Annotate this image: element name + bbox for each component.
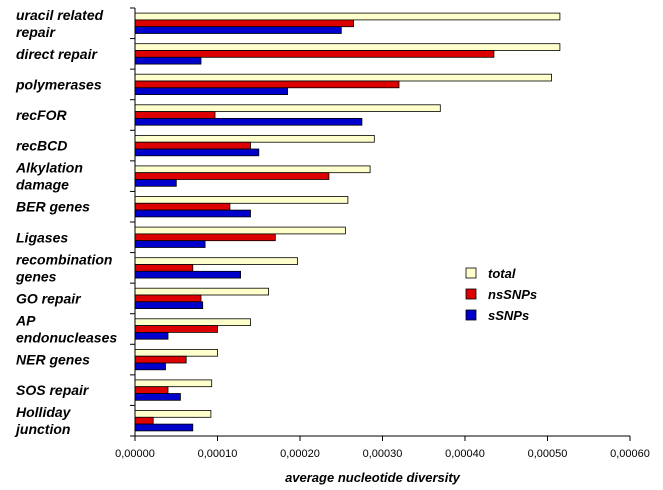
bar-total <box>134 379 213 388</box>
bar-total <box>134 43 561 51</box>
x-tick-label: 0,00030 <box>363 448 403 460</box>
bar-total <box>134 12 561 21</box>
bar-total <box>134 348 218 357</box>
bar-total <box>134 104 441 113</box>
category-label: SOS repair <box>16 382 90 398</box>
bar-sSNPs <box>134 209 251 218</box>
category-label: GO repair <box>16 290 82 306</box>
category-label: Holliday junction <box>14 404 72 437</box>
bar-total <box>134 73 553 82</box>
x-tick-label: 0,00000 <box>115 448 155 460</box>
category-label: direct repair <box>16 46 98 62</box>
bar-sSNPs <box>134 270 241 279</box>
category-label: recombination genes <box>15 251 112 284</box>
legend-label-total: total <box>488 266 516 281</box>
bar-sSNPs <box>134 362 166 371</box>
bar-total <box>134 318 251 326</box>
category-label: polymerases <box>15 76 102 92</box>
bar-sSNPs <box>134 56 202 65</box>
bar-sSNPs <box>134 331 169 340</box>
bar-sSNPs <box>134 393 181 401</box>
bar-nsSNPs <box>134 264 194 272</box>
bar-nsSNPs <box>134 202 231 211</box>
bar-total <box>134 410 212 418</box>
category-label: recFOR <box>16 107 67 123</box>
bar-nsSNPs <box>134 111 216 119</box>
legend-label-nsSNPs: nsSNPs <box>488 287 537 302</box>
bar-nsSNPs <box>134 233 276 242</box>
x-axis-title: average nucleotide diversity <box>285 470 461 485</box>
category-label: recBCD <box>16 138 67 154</box>
bar-nsSNPs <box>134 416 154 425</box>
bar-sSNPs <box>134 240 206 248</box>
category-label: AP endonucleases <box>15 313 117 346</box>
bar-nsSNPs <box>134 80 400 89</box>
x-tick-label: 0,00060 <box>610 448 650 460</box>
category-label: NER genes <box>16 352 90 368</box>
bar-sSNPs <box>134 179 177 187</box>
category-label: Ligases <box>16 229 68 245</box>
category-label: BER genes <box>16 199 90 215</box>
bar-sSNPs <box>134 87 289 96</box>
bar-total <box>134 196 349 204</box>
bar-sSNPs <box>134 301 204 309</box>
legend-swatch-sSNPs <box>465 309 477 321</box>
category-label: Alkylation damage <box>15 160 83 193</box>
legend-label-sSNPs: sSNPs <box>488 308 529 323</box>
bar-nsSNPs <box>134 294 202 303</box>
bar-total <box>134 257 298 265</box>
bar-total <box>134 134 375 143</box>
bar-sSNPs <box>134 423 194 432</box>
bar-total <box>134 226 346 235</box>
bar-nsSNPs <box>134 141 251 150</box>
bar-sSNPs <box>134 26 342 34</box>
bar-sSNPs <box>134 118 363 126</box>
bar-nsSNPs <box>134 172 330 180</box>
x-tick-label: 0,00020 <box>280 448 320 460</box>
legend-swatch-nsSNPs <box>465 288 477 300</box>
bar-sSNPs <box>134 148 260 157</box>
x-tick-label: 0,00050 <box>528 448 568 460</box>
bar-total <box>134 165 371 174</box>
bar-nsSNPs <box>134 355 187 364</box>
legend-swatch-total <box>465 267 477 279</box>
bar-nsSNPs <box>134 325 218 333</box>
x-tick-label: 0,00040 <box>445 448 485 460</box>
x-tick-label: 0,00010 <box>198 448 238 460</box>
bar-total <box>134 287 270 296</box>
bar-nsSNPs <box>134 50 495 58</box>
category-label: uracil related repair <box>16 7 104 40</box>
bar-nsSNPs <box>134 386 169 394</box>
bar-nsSNPs <box>134 19 355 28</box>
